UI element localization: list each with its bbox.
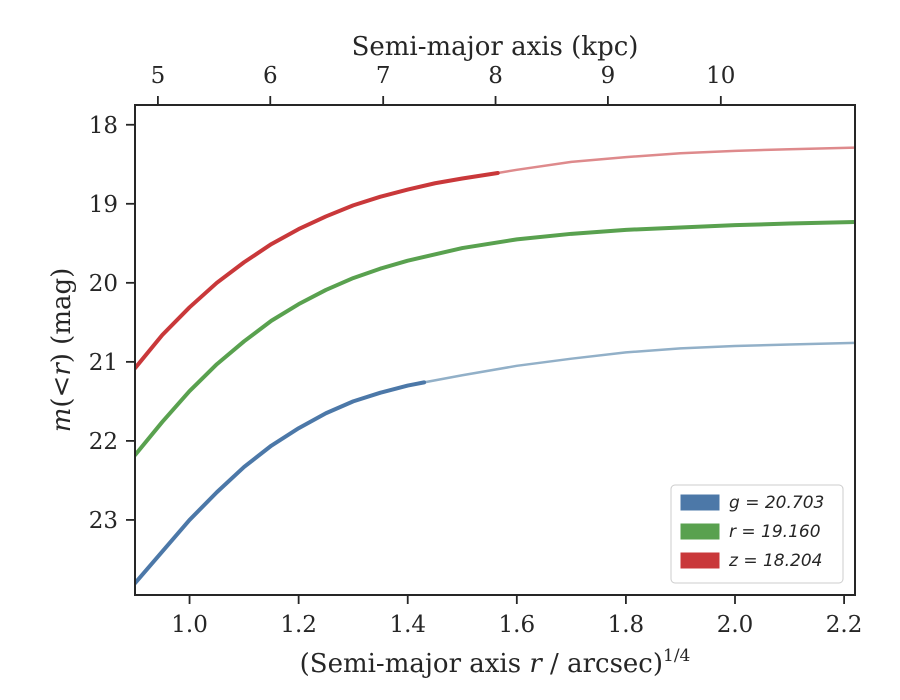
top-axis-title: Semi-major axis (kpc) [352,32,639,62]
top-tick-label-5: 10 [706,63,735,89]
y-tick-label-0: 18 [89,113,118,139]
y-tick-label-5: 23 [89,508,118,534]
plot-area [135,146,855,586]
x-axis-title-rest: / arcsec) [542,649,663,679]
x-tick-label-3: 1.6 [499,612,536,638]
x-axis-title-text: (Semi-major axis [300,649,530,679]
x-tick-label-1: 1.2 [280,612,317,638]
series-group [135,146,855,586]
x-tick-label-6: 2.2 [826,612,863,638]
y-axis-title: m(<r) (mag) [47,268,77,433]
legend-swatch-0 [680,494,720,511]
y-axis-title-unit: ) (mag) [47,268,77,364]
y-tick-label-4: 22 [89,429,118,455]
y-axis-title-var: r [47,362,77,376]
series-line-2 [135,170,500,371]
y-tick-label-2: 20 [89,271,118,297]
legend-swatch-2 [680,552,720,569]
top-tick-label-2: 7 [376,63,391,89]
x-axis-title-exponent: 1/4 [663,646,690,666]
axes: 1.0 1.2 1.4 1.6 1.8 2.0 2.2 18 19 20 21 22 23 5 6 7 8 9 10 [89,63,863,638]
legend-label-2: z = 18.204 [728,551,822,571]
top-tick-label-0: 5 [151,63,166,89]
y-tick-label-3: 21 [89,350,118,376]
series-line-faded-0 [422,341,855,384]
y-axis-title-paren: (< [47,376,77,408]
series-line-0 [135,380,427,586]
series-line-faded-2 [496,146,855,175]
x-tick-label-4: 1.8 [608,612,645,638]
legend-label-1: r = 19.160 [729,522,821,542]
y-axis-title-math: m [47,408,77,433]
y-tick-label-1: 19 [89,192,118,218]
top-tick-label-4: 9 [601,63,616,89]
legend-swatch-1 [680,523,720,540]
legend-label-0: g = 20.703 [729,493,824,513]
top-tick-label-3: 8 [488,63,503,89]
x-axis-title-var: r [529,649,543,679]
x-tick-label-5: 2.0 [717,612,754,638]
legend: g = 20.703 r = 19.160 z = 18.204 [670,484,844,584]
top-tick-label-1: 6 [263,63,278,89]
x-tick-label-2: 1.4 [389,612,426,638]
series-line-1 [135,219,855,458]
x-tick-label-0: 1.0 [171,612,208,638]
x-axis-title: (Semi-major axis r / arcsec)1/4 [300,646,691,679]
